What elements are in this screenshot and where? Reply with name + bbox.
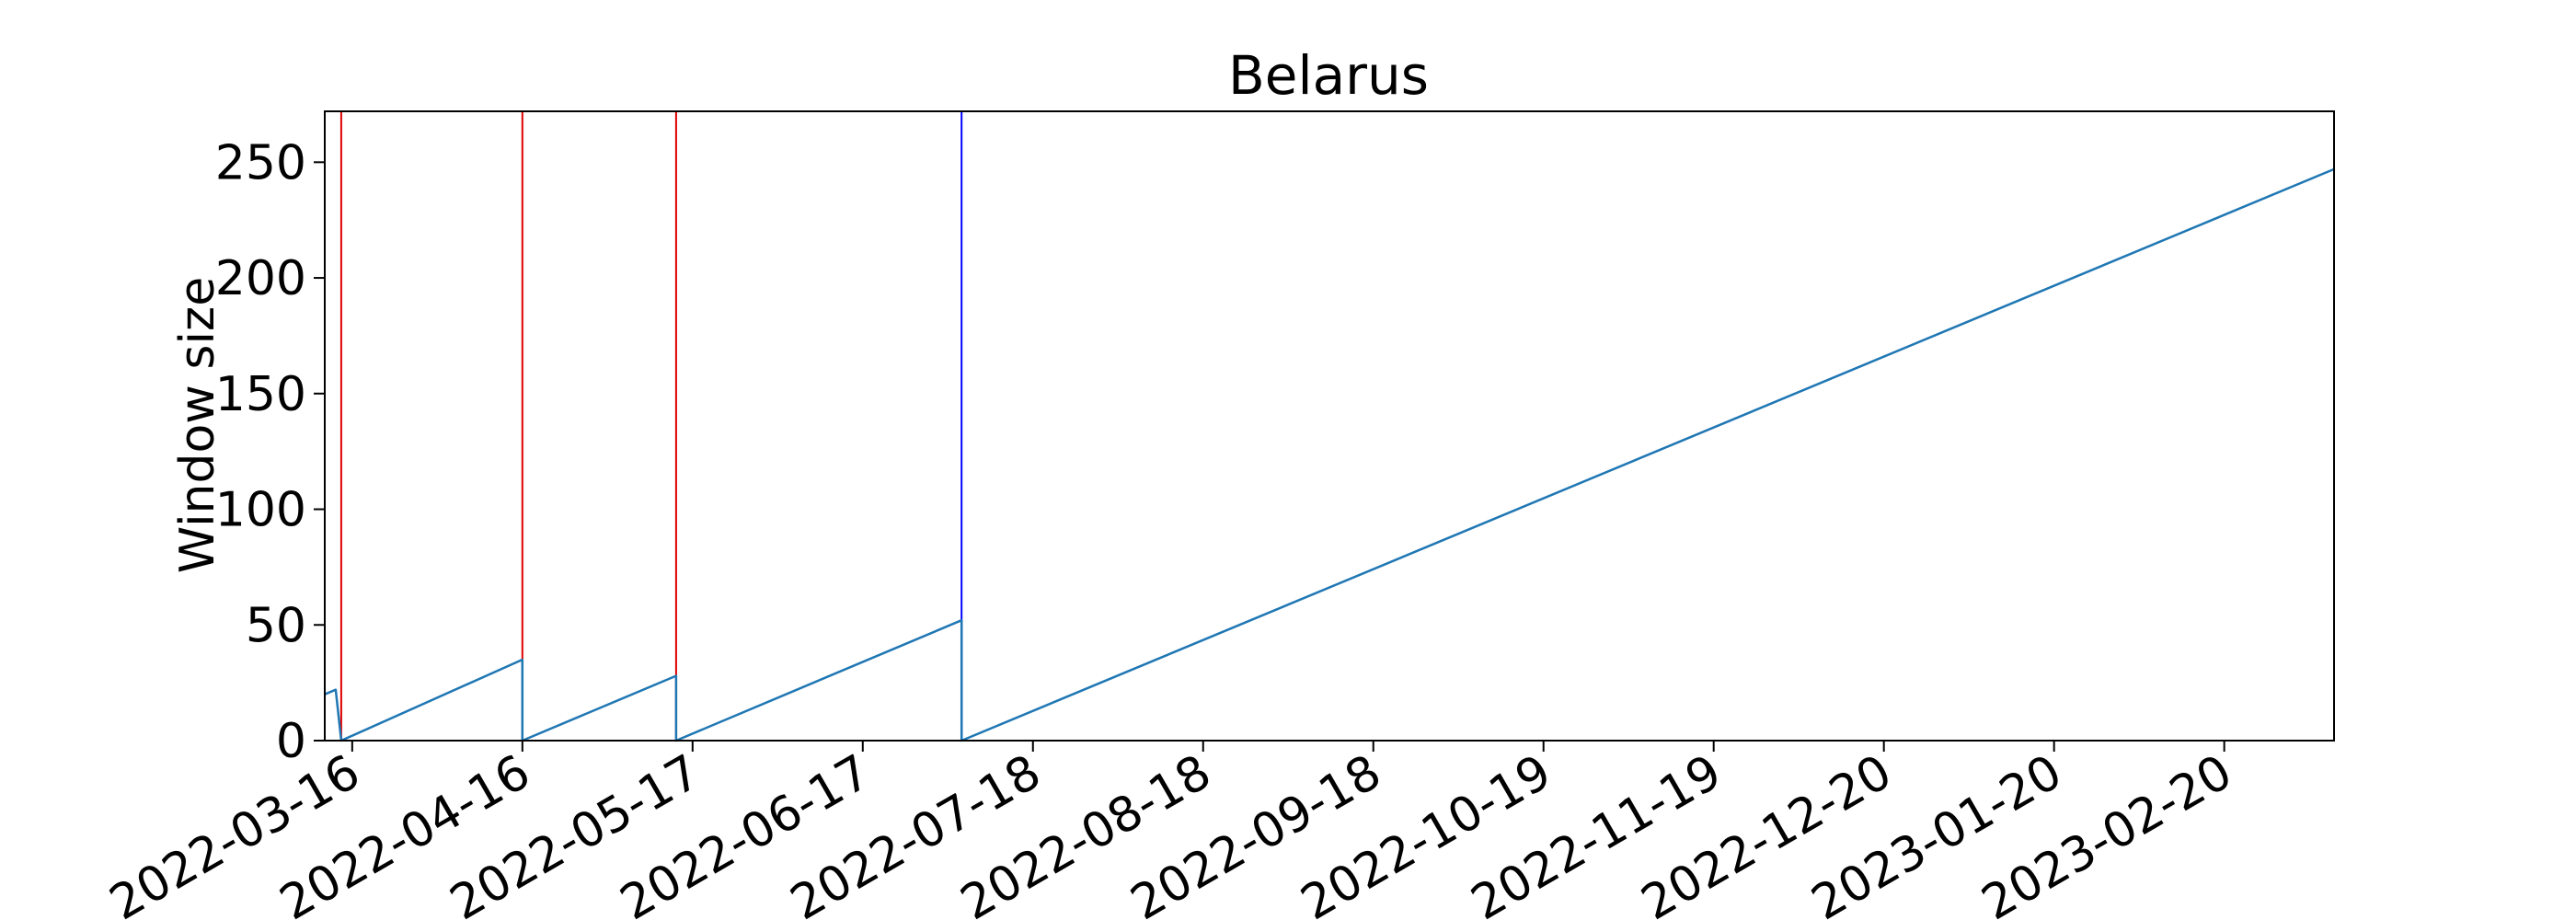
y-axis-ticks: 0 50 100 150 200 250: [215, 135, 325, 769]
y-axis-label: Window size: [170, 277, 225, 573]
y-tick-label: 200: [215, 251, 306, 306]
y-tick-label: 150: [215, 367, 306, 422]
y-tick-label: 250: [215, 135, 306, 190]
series-group: [324, 167, 2335, 742]
chart-title: Belarus: [1228, 44, 1429, 107]
y-tick-label: 50: [246, 598, 306, 653]
plot-frame: [324, 110, 2335, 742]
y-tick-label: 0: [276, 714, 306, 769]
series-line-1: [324, 167, 2335, 742]
y-tick-label: 100: [215, 483, 306, 538]
x-axis-ticks: 2022-03-162022-04-162022-05-172022-06-17…: [101, 741, 2241, 920]
vertical-markers: [324, 111, 963, 741]
